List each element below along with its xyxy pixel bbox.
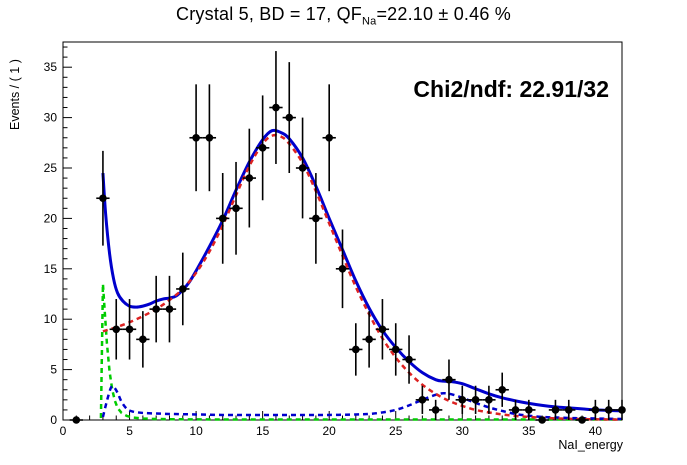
data-marker xyxy=(458,396,467,404)
data-marker xyxy=(112,325,121,334)
data-marker xyxy=(365,335,373,344)
data-marker xyxy=(578,416,586,424)
svg-text:0: 0 xyxy=(60,424,67,438)
data-marker xyxy=(538,416,546,424)
svg-text:20: 20 xyxy=(323,424,337,438)
data-marker xyxy=(604,406,613,414)
data-marker xyxy=(471,396,480,404)
svg-text:25: 25 xyxy=(389,424,403,438)
y-axis-ticks xyxy=(63,46,72,421)
data-marker xyxy=(564,406,573,414)
svg-text:40: 40 xyxy=(589,424,603,438)
data-marker xyxy=(258,144,267,152)
data-marker xyxy=(178,285,187,293)
svg-text:30: 30 xyxy=(456,424,470,438)
data-marker xyxy=(378,325,387,334)
chart-title-post: =22.10 ± 0.46 % xyxy=(376,4,511,24)
data-marker xyxy=(352,345,360,354)
data-marker xyxy=(591,406,600,414)
svg-text:35: 35 xyxy=(522,424,536,438)
svg-text:10: 10 xyxy=(44,312,58,326)
svg-text:20: 20 xyxy=(44,211,58,225)
svg-text:30: 30 xyxy=(44,111,58,125)
series-total-fit-blue-solid xyxy=(101,128,623,413)
x-tick-labels: 0 5 10 15 20 25 30 35 40 xyxy=(60,424,603,438)
data-marker xyxy=(498,385,507,394)
data-marker xyxy=(232,204,240,213)
data-marker xyxy=(205,133,214,142)
chart-title-subscript: Na xyxy=(362,15,377,28)
data-marker xyxy=(218,214,227,223)
data-marker xyxy=(338,265,347,273)
data-marker xyxy=(325,133,333,142)
data-marker xyxy=(485,396,493,404)
data-marker xyxy=(192,133,200,142)
svg-text:0: 0 xyxy=(50,413,57,427)
chart-title-pre: Crystal 5, BD = 17, QF xyxy=(176,4,362,24)
data-marker xyxy=(272,103,280,112)
data-points xyxy=(69,51,626,424)
data-marker xyxy=(618,406,626,414)
svg-text:15: 15 xyxy=(256,424,270,438)
data-marker xyxy=(431,406,440,414)
svg-text:15: 15 xyxy=(44,262,58,276)
data-marker xyxy=(551,406,560,414)
series-signal-red-dashed xyxy=(102,133,623,421)
data-marker xyxy=(72,416,81,424)
data-marker xyxy=(152,305,160,313)
series-nai-background-blue-dashed xyxy=(101,384,623,421)
x-axis-label: NaI_energy xyxy=(558,438,623,452)
data-marker xyxy=(391,345,400,354)
svg-text:5: 5 xyxy=(126,424,133,438)
data-marker xyxy=(511,406,520,414)
data-marker xyxy=(245,174,254,182)
svg-text:5: 5 xyxy=(50,363,57,377)
chi2-annotation: Chi2/ndf: 22.91/32 xyxy=(413,76,609,102)
data-marker xyxy=(285,113,294,122)
data-marker xyxy=(445,375,453,384)
data-marker xyxy=(165,305,174,313)
svg-text:25: 25 xyxy=(44,161,58,175)
svg-text:10: 10 xyxy=(189,424,203,438)
data-marker xyxy=(125,325,134,334)
svg-text:35: 35 xyxy=(44,60,58,74)
data-marker xyxy=(525,406,533,414)
data-marker xyxy=(405,355,413,364)
data-marker xyxy=(312,214,320,223)
data-marker xyxy=(99,194,107,203)
chart-title: Crystal 5, BD = 17, QFNa=22.10 ± 0.46 % xyxy=(0,4,687,28)
data-marker xyxy=(418,396,427,404)
series-exp-background-green xyxy=(99,283,622,421)
data-marker xyxy=(139,335,147,344)
data-marker xyxy=(298,164,307,172)
y-tick-labels: 0 5 10 15 20 25 30 35 xyxy=(44,60,58,427)
